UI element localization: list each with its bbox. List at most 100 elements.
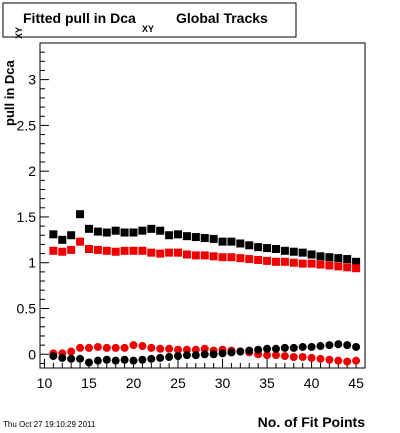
data-point-circle [58, 353, 67, 362]
y-tick-label: 0 [28, 346, 36, 362]
data-point-square [138, 226, 147, 235]
x-tick-label: 20 [126, 375, 142, 391]
data-point-square [298, 259, 307, 268]
data-marks [49, 210, 361, 367]
data-point-circle [129, 356, 138, 365]
data-point-square [236, 254, 245, 263]
data-point-square [227, 253, 236, 262]
data-point-circle [84, 343, 93, 352]
series-3 [49, 340, 361, 367]
data-point-square [191, 233, 200, 242]
data-point-square [58, 235, 67, 244]
data-point-square [263, 256, 272, 265]
data-point-square [280, 257, 289, 266]
data-point-circle [245, 346, 254, 355]
data-point-square [84, 244, 93, 253]
data-point-circle [129, 341, 138, 350]
data-point-square [289, 258, 298, 267]
data-point-square [147, 248, 156, 257]
data-point-square [227, 237, 236, 246]
x-tick-label: 35 [259, 375, 275, 391]
data-point-square [93, 227, 102, 236]
data-point-square [129, 246, 138, 255]
data-point-square [200, 234, 209, 242]
chart-title-prefix: Fitted pull in Dca [23, 10, 136, 26]
data-point-square [271, 244, 280, 253]
data-point-square [218, 237, 227, 246]
data-point-circle [111, 343, 120, 352]
data-point-circle [352, 356, 361, 365]
data-point-circle [138, 355, 147, 364]
data-point-circle [316, 342, 325, 351]
data-point-square [298, 248, 307, 257]
data-point-circle [298, 342, 307, 351]
data-point-circle [111, 356, 120, 365]
data-point-square [334, 262, 343, 271]
data-point-circle [289, 353, 298, 362]
y-tick-label: 3 [28, 72, 36, 88]
data-point-circle [93, 356, 102, 365]
data-point-circle [307, 353, 316, 362]
series-1 [49, 237, 361, 273]
data-point-square [111, 226, 120, 235]
data-point-square [325, 261, 334, 270]
data-point-square [307, 250, 316, 259]
data-point-circle [147, 354, 156, 363]
data-point-square [343, 263, 352, 272]
timestamp-footer: Thu Oct 27 19:10:29 2011 [3, 420, 96, 429]
plot-frame [39, 42, 366, 369]
data-point-circle [174, 345, 183, 354]
data-point-circle [227, 348, 236, 357]
data-point-circle [102, 343, 111, 352]
data-point-square [352, 264, 361, 273]
data-point-circle [316, 354, 325, 363]
chart-title-subscript: XY [142, 24, 154, 34]
data-point-square [120, 228, 129, 237]
data-point-square [209, 234, 218, 243]
y-tick-label: 1.5 [17, 209, 37, 225]
data-point-square [182, 250, 191, 259]
data-point-circle [67, 354, 76, 363]
data-point-square [156, 226, 165, 235]
data-point-square [254, 255, 263, 264]
x-tick-label: 15 [81, 375, 97, 391]
data-point-square [236, 239, 245, 248]
y-tick-label: 1 [28, 255, 36, 271]
data-point-circle [352, 342, 361, 351]
data-point-square [84, 224, 93, 233]
data-point-square [263, 244, 272, 253]
x-tick-label: 40 [304, 375, 320, 391]
data-point-square [138, 246, 147, 255]
data-point-circle [200, 344, 209, 353]
y-axis-title: pull in Dca [2, 60, 17, 127]
data-point-circle [49, 352, 58, 361]
data-point-square [209, 252, 218, 261]
data-point-square [102, 228, 111, 237]
data-point-square [165, 231, 174, 240]
data-point-square [316, 260, 325, 269]
y-tick-label: 0.5 [17, 300, 37, 316]
x-tick-label: 10 [37, 375, 53, 391]
data-point-square [67, 245, 76, 254]
chart-title-suffix: Global Tracks [176, 10, 268, 26]
data-point-square [129, 228, 138, 237]
data-point-square [165, 248, 174, 257]
data-point-square [156, 249, 165, 258]
data-point-square [254, 243, 263, 252]
data-point-circle [147, 343, 156, 352]
data-point-circle [343, 341, 352, 350]
data-point-circle [93, 342, 102, 351]
y-tick-label: 2.5 [17, 117, 37, 133]
data-point-square [218, 253, 227, 262]
data-point-circle [138, 342, 147, 351]
data-point-square [191, 251, 200, 260]
data-point-square [280, 246, 289, 255]
data-point-circle [165, 344, 174, 353]
data-point-circle [84, 358, 93, 367]
data-point-square [343, 255, 352, 264]
data-point-circle [191, 345, 200, 354]
x-tick-label: 45 [348, 375, 364, 391]
data-point-square [76, 210, 85, 219]
data-point-square [58, 247, 67, 256]
data-point-square [352, 257, 361, 266]
